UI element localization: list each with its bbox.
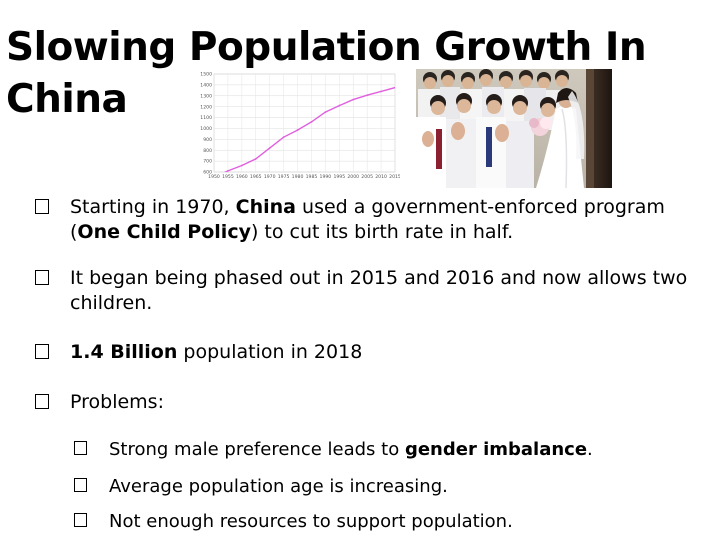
text-segment: Problems: [70, 391, 164, 413]
text-segment: Starting in 1970, [70, 196, 236, 218]
sub-bullet-box-icon [74, 478, 87, 492]
bullet-text: 1.4 Billion population in 2018 [35, 340, 705, 365]
chart-data-point [310, 121, 313, 123]
bold-text-segment: China [235, 196, 296, 218]
chart-x-tick-label: 2005 [361, 174, 373, 180]
text-segment: . [587, 439, 593, 460]
chart-data-point [282, 136, 285, 139]
chart-y-ticks: 1500 1400 1300 1200 1100 1000 900 800 700 600 [200, 72, 212, 176]
chart-x-tick-label: 1975 [278, 174, 290, 180]
chart-data-point [366, 94, 369, 97]
chart-y-tick-label: 1100 [200, 115, 212, 121]
chart-data-point [254, 158, 257, 160]
bold-text-segment: 1.4 Billion [70, 341, 178, 363]
sub-bullet-resources: Not enough resources to support populati… [74, 509, 704, 534]
chart-y-tick-label: 1300 [200, 93, 212, 99]
bullet-box-icon [35, 394, 49, 409]
chart-data-point [296, 129, 299, 131]
chart-x-tick-label: 1950 [208, 174, 220, 180]
bullet-problems: Problems: [35, 390, 705, 415]
chart-series-line [223, 86, 395, 172]
chart-x-tick-label: 1960 [236, 174, 248, 180]
population-chart-svg: 1500 1400 1300 1200 1100 1000 900 800 700 600 195… [200, 72, 400, 180]
text-segment: Average population age is increasing. [109, 476, 448, 497]
sub-bullet-box-icon [74, 441, 87, 455]
sub-bullet-text: Not enough resources to support populati… [74, 509, 704, 534]
chart-x-tick-label: 2000 [347, 174, 359, 180]
text-segment: Not enough resources to support populati… [109, 511, 513, 532]
chart-x-tick-label: 1995 [333, 174, 345, 180]
sub-bullet-average-age: Average population age is increasing. [74, 474, 704, 499]
bullet-box-icon [35, 270, 49, 285]
slide-title: Slowing Population Growth In China [6, 25, 647, 122]
bullet-one-child-policy: Starting in 1970, China used a governmen… [35, 195, 705, 245]
chart-y-tick-label: 1200 [200, 104, 212, 110]
text-segment: Strong male preference leads to [109, 439, 405, 460]
wedding-photo-image [416, 69, 612, 188]
chart-x-tick-label: 1970 [264, 174, 276, 180]
chart-y-tick-label: 1000 [200, 126, 212, 132]
chart-y-tick-label: 600 [203, 170, 212, 176]
text-segment: used a government-enforced program ( [70, 196, 665, 243]
chart-x-ticks: 1950 1955 1960 1965 1970 1975 1980 1985 1990 1995… [208, 174, 400, 180]
chart-data-point [240, 164, 243, 167]
text-segment: ) to cut its birth rate in half. [250, 221, 514, 243]
chart-data-point [380, 90, 382, 93]
population-chart: 1500 1400 1300 1200 1100 1000 900 800 700 600 195… [195, 68, 400, 181]
chart-x-tick-label: 1955 [222, 174, 234, 180]
bold-text-segment: gender imbalance [404, 439, 588, 460]
chart-data-point [227, 170, 229, 172]
bullet-phased-out: It began being phased out in 2015 and 20… [35, 266, 705, 316]
bullet-text: Starting in 1970, China used a governmen… [35, 195, 705, 245]
bullet-population-2018: 1.4 Billion population in 2018 [35, 340, 705, 365]
chart-grid [213, 73, 396, 173]
chart-data-point [268, 147, 271, 149]
bullet-box-icon [35, 344, 49, 359]
chart-x-tick-label: 1965 [250, 174, 262, 180]
sub-bullet-text: Strong male preference leads to gender i… [74, 437, 704, 462]
chart-y-tick-label: 1500 [200, 72, 212, 78]
bullet-text: Problems: [35, 390, 705, 415]
chart-y-tick-label: 1400 [200, 82, 212, 88]
chart-y-tick-label: 700 [203, 159, 212, 165]
sub-bullet-box-icon [74, 513, 87, 527]
chart-data-point [324, 111, 327, 114]
bullet-text: It began being phased out in 2015 and 20… [35, 266, 705, 316]
bullet-box-icon [35, 199, 49, 214]
bold-text-segment: One Child Policy [77, 221, 251, 243]
chart-y-tick-label: 900 [203, 137, 212, 143]
chart-x-tick-label: 1985 [306, 174, 318, 180]
chart-x-tick-label: 2010 [375, 174, 387, 180]
chart-x-tick-label: 2015 [389, 174, 400, 180]
text-segment: population in 2018 [177, 341, 363, 363]
chart-data-point [338, 104, 341, 107]
chart-x-tick-label: 1990 [320, 174, 332, 180]
chart-y-tick-label: 800 [203, 148, 212, 154]
wedding-photo [416, 69, 612, 188]
sub-bullet-text: Average population age is increasing. [74, 474, 704, 499]
chart-series [223, 86, 395, 172]
text-segment: It began being phased out in 2015 and 20… [70, 267, 688, 314]
sub-bullet-gender-imbalance: Strong male preference leads to gender i… [74, 437, 704, 462]
chart-data-point [352, 98, 355, 101]
chart-data-point [394, 86, 395, 89]
chart-x-tick-label: 1980 [292, 174, 304, 180]
